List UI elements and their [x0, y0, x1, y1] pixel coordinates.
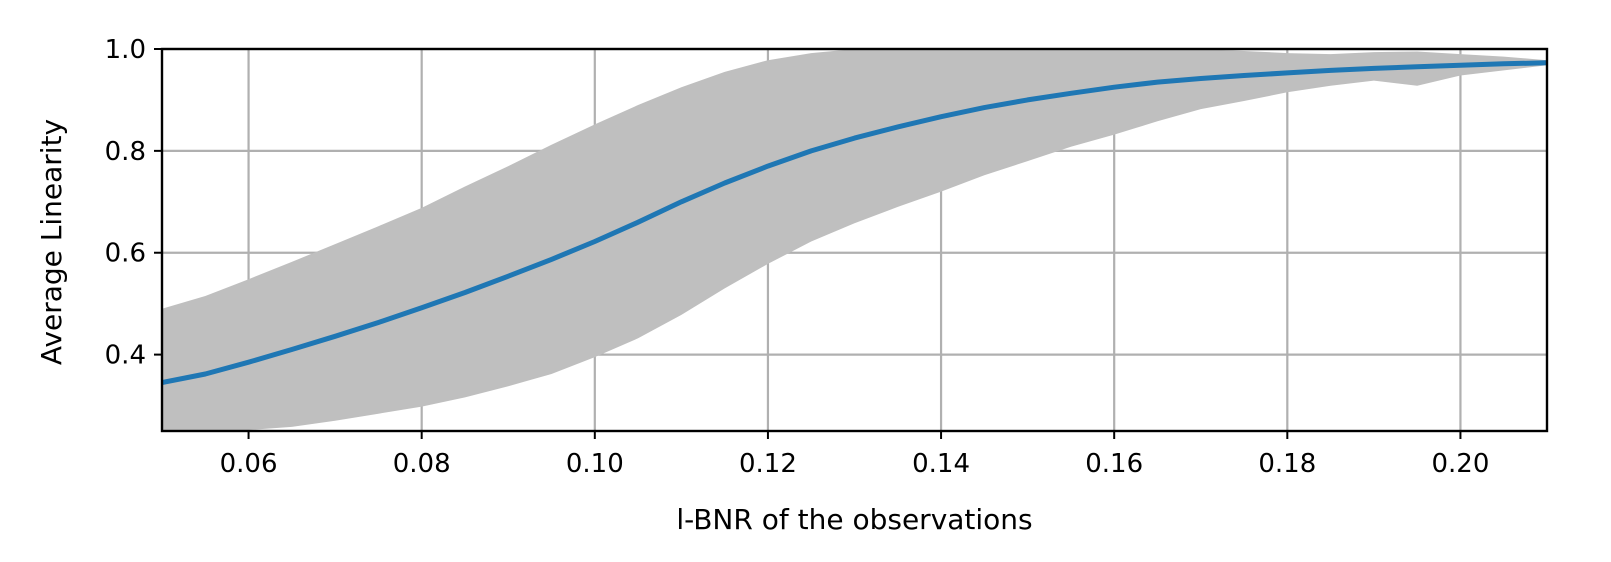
plot-frame: [160, 47, 1549, 433]
x-tick-label-5: 0.16: [1085, 449, 1143, 479]
y-tick-label-3: 1.0: [105, 35, 146, 65]
series-line: [162, 60, 1547, 386]
x-tick-label-3: 0.12: [739, 449, 797, 479]
y-tick-label-0: 0.4: [105, 341, 146, 371]
x-axis-label: l-BNR of the observations: [676, 503, 1032, 536]
y-tick-label-1: 0.6: [105, 239, 146, 269]
y-axis: 0.4 0.6 0.8 1.0: [105, 35, 162, 371]
x-axis: 0.06 0.08 0.10 0.12 0.14 0.16 0.18 0.20: [220, 431, 1489, 479]
x-tick-label-1: 0.08: [393, 449, 451, 479]
x-tick-label-0: 0.06: [220, 449, 278, 479]
x-tick-label-4: 0.14: [912, 449, 970, 479]
x-tick-label-6: 0.18: [1258, 449, 1316, 479]
y-tick-label-2: 0.8: [105, 137, 146, 167]
x-tick-label-7: 0.20: [1431, 449, 1489, 479]
confidence-band: [162, 49, 1547, 431]
y-axis-label: Average Linearity: [35, 119, 68, 365]
x-tick-label-2: 0.10: [566, 449, 624, 479]
